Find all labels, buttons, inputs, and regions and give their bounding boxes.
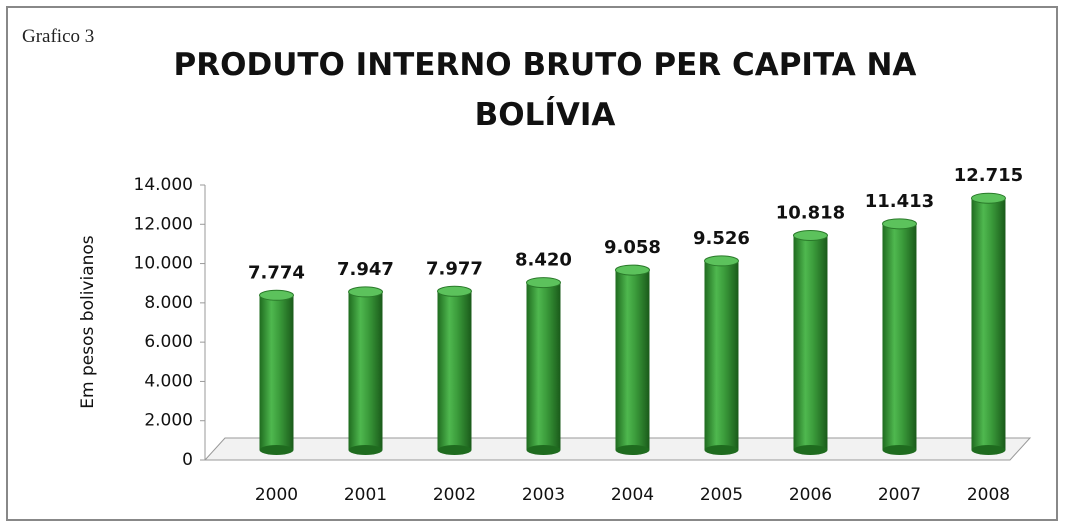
y-axis-label: Em pesos bolivianos (78, 235, 98, 408)
x-tick-label: 2001 (344, 485, 387, 505)
data-label: 9.526 (693, 228, 750, 249)
bar-base (793, 445, 828, 455)
bar (882, 223, 917, 450)
x-tick-label: 2007 (878, 485, 921, 505)
bar (348, 291, 383, 450)
bar (704, 260, 739, 450)
bar (793, 235, 828, 450)
bar (526, 282, 561, 450)
y-tick-label: 10.000 (134, 254, 193, 274)
chart-frame (6, 6, 1058, 521)
bar-base (704, 445, 739, 455)
x-tick-label: 2008 (967, 485, 1010, 505)
data-label: 9.058 (604, 237, 661, 258)
chart-title: PRODUTO INTERNO BRUTO PER CAPITA NA BOLÍ… (173, 47, 917, 133)
y-tick-label: 2.000 (144, 411, 193, 431)
y-tick-label: 8.000 (144, 293, 193, 313)
bar-base (526, 445, 561, 455)
bar-top (703, 255, 739, 267)
x-tick-label: 2005 (700, 485, 743, 505)
bar (437, 291, 472, 450)
bar-top (436, 285, 472, 297)
x-tick-label: 2004 (611, 485, 654, 505)
annotation: Grafico 3 (22, 26, 95, 47)
data-label: 10.818 (776, 203, 845, 224)
bar-top (347, 286, 383, 298)
y-tick-label: 6.000 (144, 332, 193, 352)
y-tick-label: 12.000 (134, 214, 193, 234)
bar-base (615, 445, 650, 455)
bar-base (437, 445, 472, 455)
bar-top (525, 277, 561, 289)
bar-top (258, 289, 294, 301)
x-tick-label: 2002 (433, 485, 476, 505)
data-label: 7.774 (248, 262, 305, 283)
data-label: 7.947 (337, 259, 394, 280)
data-label: 12.715 (954, 165, 1023, 186)
x-tick-label: 2006 (789, 485, 832, 505)
bar (615, 270, 650, 450)
data-label: 7.977 (426, 258, 483, 279)
y-tick-label: 14.000 (134, 175, 193, 195)
bar-base (882, 445, 917, 455)
data-label: 11.413 (865, 191, 934, 212)
x-tick-label: 2000 (255, 485, 298, 505)
bar-base (348, 445, 383, 455)
bar-base (971, 445, 1006, 455)
bar-top (881, 218, 917, 230)
bar (259, 295, 294, 450)
y-tick-label: 0 (182, 450, 193, 470)
bar (971, 198, 1006, 450)
x-tick-label: 2003 (522, 485, 565, 505)
data-label: 8.420 (515, 250, 572, 271)
bar-top (792, 230, 828, 242)
y-tick-label: 4.000 (144, 371, 193, 391)
bar-top (970, 192, 1006, 204)
bar-top (614, 264, 650, 276)
bar-base (259, 445, 294, 455)
